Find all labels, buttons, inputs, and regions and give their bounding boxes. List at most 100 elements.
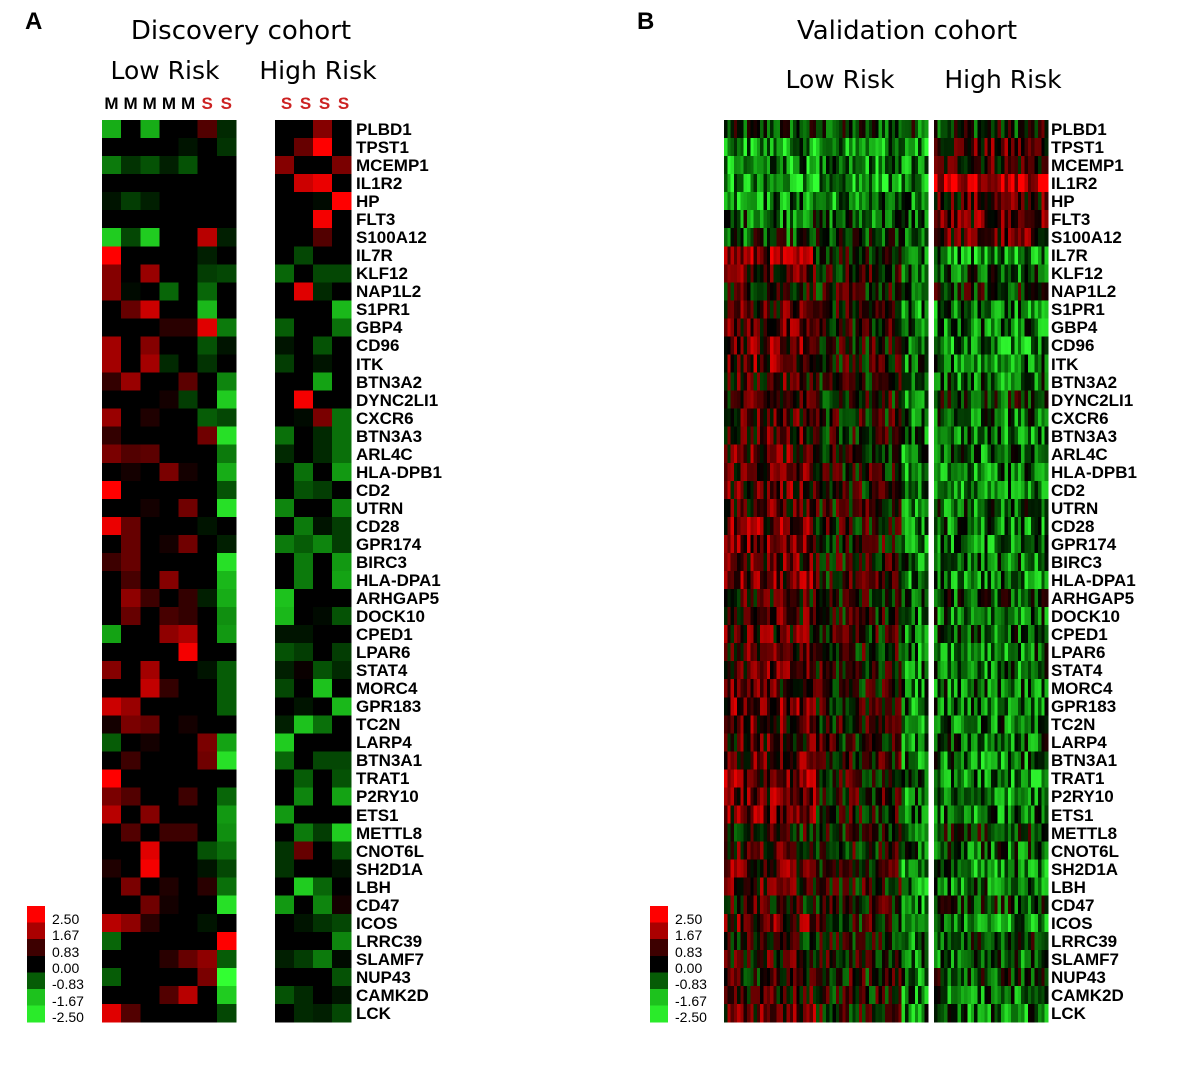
- heatmap-cell: [1034, 625, 1039, 644]
- heatmap-cell: [313, 607, 333, 626]
- heatmap-cell: [1044, 192, 1049, 211]
- heatmap-cell: [140, 751, 160, 770]
- heatmap-cell: [974, 390, 978, 409]
- heatmap-cell: [855, 859, 860, 878]
- heatmap-cell: [970, 787, 975, 806]
- heatmap-cell: [159, 841, 179, 860]
- heatmap-cell: [783, 895, 787, 915]
- heatmap-cell: [875, 895, 879, 915]
- heatmap-cell: [826, 877, 830, 897]
- heatmap-cell: [789, 571, 794, 590]
- heatmap-cell: [786, 426, 791, 446]
- heatmap-cell: [796, 264, 800, 283]
- heatmap-cell: [1014, 480, 1019, 500]
- heatmap-cell: [313, 1003, 333, 1023]
- heatmap-cell: [832, 426, 837, 446]
- heatmap-cell: [793, 859, 797, 878]
- gene-label: ITK: [356, 354, 384, 374]
- heatmap-cell: [987, 805, 992, 824]
- heatmap-cell: [911, 895, 916, 915]
- heatmap-cell: [858, 841, 863, 860]
- heatmap-cell: [786, 336, 791, 355]
- heatmap-cell: [796, 336, 800, 355]
- heatmap-cell: [947, 138, 952, 157]
- heatmap-cell: [944, 661, 948, 680]
- heatmap-cell: [783, 264, 787, 283]
- heatmap-cell: [789, 156, 794, 175]
- heatmap-cell: [819, 913, 824, 933]
- heatmap-cell: [766, 931, 771, 951]
- heatmap-cell: [868, 805, 873, 824]
- heatmap-cell: [852, 571, 856, 590]
- heatmap-cell: [842, 192, 847, 211]
- heatmap-cell: [724, 318, 728, 337]
- heatmap-cell: [881, 192, 886, 211]
- heatmap-cell: [829, 282, 833, 301]
- heatmap-cell: [997, 805, 1002, 824]
- heatmap-cell: [819, 534, 824, 554]
- heatmap-cell: [159, 264, 179, 283]
- heatmap-cell: [845, 625, 850, 644]
- heatmap-cell: [102, 264, 122, 283]
- heatmap-cell: [940, 300, 945, 319]
- heatmap-cell: [730, 877, 735, 897]
- heatmap-cell: [898, 210, 902, 229]
- heatmap-cell: [878, 733, 883, 752]
- heatmap-cell: [812, 643, 817, 662]
- gene-label: BTN3A1: [356, 751, 423, 771]
- heatmap-cell: [763, 336, 768, 355]
- heatmap-cell: [904, 462, 909, 482]
- heatmap-cell: [294, 300, 314, 319]
- heatmap-cell: [918, 571, 922, 590]
- heatmap-cell: [862, 769, 866, 788]
- heatmap-cell: [994, 138, 999, 157]
- heatmap-cell: [724, 823, 728, 842]
- heatmap-cell: [868, 228, 873, 247]
- heatmap-cell: [313, 174, 333, 193]
- heatmap-cell: [991, 120, 995, 139]
- heatmap-cell: [730, 300, 735, 319]
- heatmap-cell: [832, 552, 837, 572]
- heatmap-cell: [944, 192, 948, 211]
- heatmap-cell: [934, 751, 938, 770]
- heatmap-cell: [216, 841, 237, 860]
- heatmap-cell: [747, 697, 751, 716]
- heatmap-cell: [832, 210, 837, 229]
- heatmap-cell: [809, 120, 814, 139]
- heatmap-cell: [1021, 751, 1025, 770]
- heatmap-cell: [1031, 408, 1035, 427]
- heatmap-cell: [849, 589, 853, 608]
- heatmap-cell: [275, 480, 295, 500]
- heatmap-cell: [159, 138, 179, 157]
- heatmap-cell: [885, 174, 889, 193]
- heatmap-cell: [793, 174, 797, 193]
- heatmap-cell: [855, 805, 860, 824]
- heatmap-cell: [750, 823, 754, 842]
- heatmap-cell: [832, 138, 837, 157]
- heatmap-cell: [197, 498, 218, 518]
- heatmap-cell: [937, 643, 942, 662]
- heatmap-cell: [888, 534, 893, 554]
- heatmap-cell: [914, 751, 919, 770]
- heatmap-cell: [763, 264, 768, 283]
- heatmap-cell: [885, 264, 889, 283]
- heatmap-cell: [1031, 895, 1035, 915]
- heatmap-cell: [881, 552, 886, 572]
- heatmap-cell: [855, 390, 860, 409]
- heatmap-cell: [121, 841, 141, 860]
- heatmap-cell: [908, 841, 912, 860]
- heatmap-cell: [294, 607, 314, 626]
- heatmap-cell: [954, 895, 958, 915]
- heatmap-cell: [937, 589, 942, 608]
- heatmap-cell: [849, 444, 853, 464]
- heatmap-cell: [1031, 192, 1035, 211]
- heatmap-cell: [332, 228, 352, 247]
- heatmap-cell: [799, 336, 804, 355]
- heatmap-cell: [776, 174, 781, 193]
- heatmap-cell: [940, 679, 945, 698]
- heatmap-cell: [872, 751, 876, 770]
- heatmap-cell: [974, 769, 978, 788]
- heatmap-cell: [789, 552, 794, 572]
- heatmap-cell: [970, 300, 975, 319]
- heatmap-cell: [1017, 733, 1022, 752]
